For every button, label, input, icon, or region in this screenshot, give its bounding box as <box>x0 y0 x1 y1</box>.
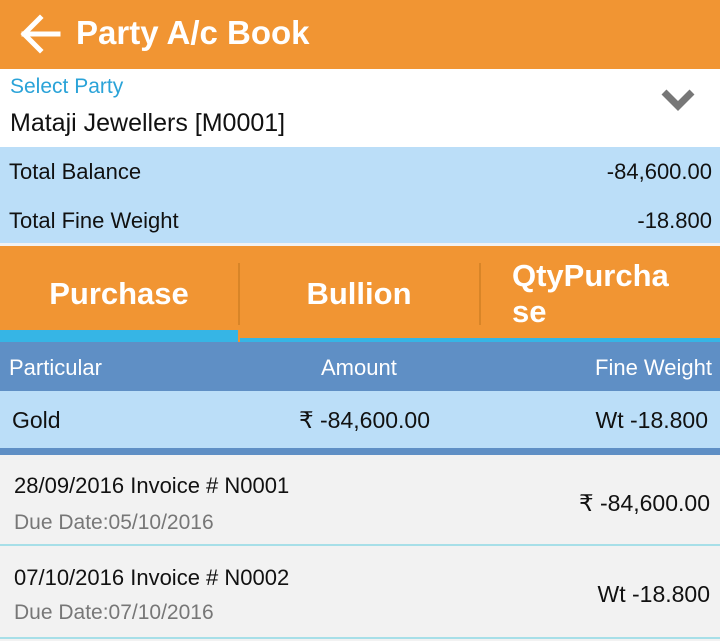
tab-underline <box>240 338 720 342</box>
total-balance-label: Total Balance <box>9 159 142 184</box>
header-amount: Amount <box>321 355 397 380</box>
tab-bullion[interactable]: Bullion <box>306 276 412 311</box>
total-fine-row: Total Fine Weight -18.800 <box>9 208 712 234</box>
tab-divider <box>238 263 240 325</box>
invoice-title: 07/10/2016 Invoice # N0002 <box>14 565 290 590</box>
invoice-due-date: Due Date:05/10/2016 <box>14 511 214 534</box>
app-bar: Party A/c Book <box>0 0 720 69</box>
total-balance-row: Total Balance -84,600.00 <box>9 159 712 185</box>
page-title: Party A/c Book <box>76 14 310 51</box>
header-particular: Particular <box>9 355 102 380</box>
party-select-value[interactable]: Mataji Jewellers [M0001] <box>10 109 286 137</box>
tab-divider <box>479 263 481 325</box>
total-balance-value: -84,600.00 <box>606 159 712 184</box>
tab-bar: Purchase Bullion QtyPurchase <box>0 246 720 342</box>
invoice-row[interactable]: 07/10/2016 Invoice # N0002 Due Date:07/1… <box>0 548 720 639</box>
total-fine-label: Total Fine Weight <box>9 208 179 233</box>
totals-panel: Total Balance -84,600.00 Total Fine Weigh… <box>0 147 720 243</box>
total-fine-value: -18.800 <box>637 208 712 233</box>
header-fine-weight: Fine Weight <box>595 355 712 380</box>
chevron-down-icon[interactable] <box>660 88 696 112</box>
party-select-label: Select Party <box>10 75 124 98</box>
invoice-due-date: Due Date:07/10/2016 <box>14 601 214 624</box>
invoice-amount: Wt -18.800 <box>597 581 711 607</box>
tab-qtypurchase[interactable]: QtyPurchase <box>512 258 669 329</box>
invoice-amount: ₹ -84,600.00 <box>578 490 710 516</box>
invoice-row[interactable]: 28/09/2016 Invoice # N0001 Due Date:05/1… <box>0 455 720 546</box>
tab-purchase[interactable]: Purchase <box>49 276 189 311</box>
back-arrow-icon[interactable] <box>18 14 62 54</box>
table-header: Particular Amount Fine Weight <box>0 342 720 391</box>
summary-fine: Wt -18.800 <box>595 407 709 433</box>
party-select[interactable]: Select Party Mataji Jewellers [M0001] <box>0 69 720 147</box>
invoice-title: 28/09/2016 Invoice # N0001 <box>14 473 290 498</box>
summary-particular: Gold <box>12 407 61 433</box>
summary-amount: ₹ -84,600.00 <box>299 407 431 433</box>
tab-selected-indicator <box>0 330 238 342</box>
summary-row: Gold ₹ -84,600.00 Wt -18.800 <box>0 391 720 448</box>
divider <box>0 448 720 455</box>
